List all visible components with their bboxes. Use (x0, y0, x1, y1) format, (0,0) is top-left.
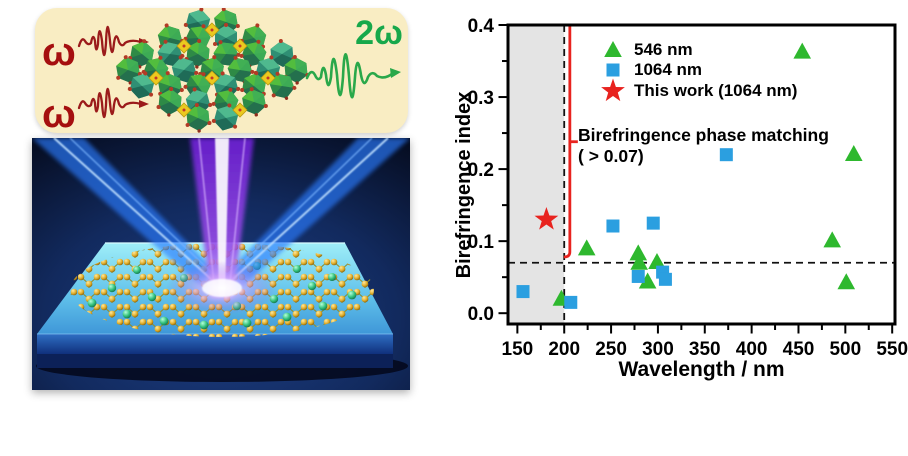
data-point-1064-nm (516, 285, 530, 299)
x-tick-label: 350 (689, 339, 721, 360)
data-point-546-nm (837, 273, 856, 290)
data-point-1064-nm (606, 219, 620, 233)
y-tick-label: 0.1 (468, 232, 495, 253)
y-tick-label: 0.4 (468, 16, 495, 37)
output-pulse-icon (305, 52, 401, 99)
data-point-546-nm (823, 231, 842, 248)
legend-marker-star-icon (601, 78, 625, 102)
birefringence-chart: 150 200 250 300 350 400 450 500 550 0.0 0.1 0.2 0.3 0… (438, 0, 908, 440)
annotation-line-1: Birefringence phase matching (578, 125, 829, 145)
input-pulse-icon-2 (77, 87, 149, 119)
omega-input-label-1: ω (42, 30, 76, 74)
shaded-region-below-200nm (508, 25, 565, 324)
legend-marker-triangle-icon (604, 41, 622, 57)
data-point-546-nm (630, 253, 648, 270)
data-point-This-work-1064-nm- (534, 207, 559, 230)
x-tick-label: 300 (642, 339, 674, 360)
shg-output-label: 2ω (355, 14, 403, 52)
data-point-546-nm (844, 144, 863, 161)
legend-item-1064nm: 1064 nm (634, 60, 703, 79)
chart-plot-area: 150 200 250 300 350 400 450 500 550 0.0 0.1 0.2 0.3 0… (468, 16, 908, 360)
laser-scene-graphics (32, 138, 410, 390)
omega-input-label-2: ω (42, 92, 76, 136)
shg-schematic-panel: ω ω 2ω (35, 8, 408, 136)
legend-marker-square-icon (606, 63, 620, 77)
data-point-546-nm (648, 253, 666, 270)
laser-experiment-panel (32, 138, 410, 390)
data-point-546-nm (793, 42, 812, 59)
x-axis-label: Wavelength / nm (618, 358, 785, 381)
y-tick-label: 0.3 (468, 88, 494, 109)
crystal-structure-illustration (112, 8, 311, 133)
annotation-line-2: ( > 0.07) (578, 146, 644, 166)
plot-frame (506, 23, 897, 326)
laser-beam-left-icon (32, 138, 230, 292)
data-point-546-nm (629, 244, 648, 261)
phase-matching-red-line (563, 26, 572, 259)
x-tick-label: 550 (876, 339, 908, 360)
data-point-546-nm (577, 239, 596, 256)
x-tick-label: 250 (595, 339, 627, 360)
laser-beam-right-icon (214, 138, 410, 292)
x-tick-label: 500 (829, 339, 861, 360)
beam-impact-glow (166, 261, 278, 315)
legend-item-this-work: This work (1064 nm) (634, 81, 798, 100)
x-tick-label: 200 (548, 339, 580, 360)
data-point-1064-nm (658, 272, 672, 286)
schematic-graphics (77, 8, 401, 133)
legend-item-546nm: 546 nm (634, 40, 693, 59)
data-point-1064-nm (564, 295, 578, 309)
y-axis-label: Birefringence index (453, 91, 475, 279)
shg-beam-icon (190, 138, 254, 298)
data-point-1064-nm (646, 216, 660, 230)
x-tick-label: 400 (736, 339, 768, 360)
y-tick-label: 0.2 (468, 160, 494, 181)
y-tick-label: 0.0 (468, 304, 494, 325)
data-point-1064-nm (719, 148, 733, 162)
phase-matching-annotation: Birefringence phase matching ( > 0.07) (578, 125, 829, 167)
data-point-546-nm (638, 272, 657, 289)
x-tick-label: 450 (783, 339, 815, 360)
x-tick-label: 150 (502, 339, 534, 360)
data-point-1064-nm (631, 269, 645, 283)
